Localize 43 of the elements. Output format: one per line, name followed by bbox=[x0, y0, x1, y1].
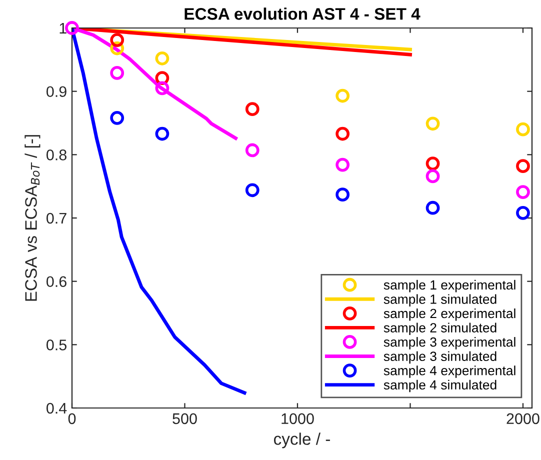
x-tick-label: 500 bbox=[172, 413, 197, 424]
point bbox=[110, 33, 124, 47]
y-tick-label: 0.9 bbox=[46, 86, 66, 98]
point bbox=[336, 126, 350, 141]
y-tick-label: 0.8 bbox=[46, 150, 66, 160]
point bbox=[426, 116, 440, 131]
legend-label: sample 1 simulated bbox=[384, 294, 496, 306]
y-axis-title: ECSA vs ECSA$_{BoT}$ / [-] bbox=[24, 135, 40, 301]
point bbox=[516, 206, 530, 220]
point bbox=[110, 110, 124, 125]
legend-label: sample 1 experimental bbox=[384, 280, 516, 292]
point bbox=[245, 183, 260, 198]
point bbox=[516, 159, 530, 174]
point bbox=[155, 81, 170, 96]
legend-label: sample 3 experimental bbox=[384, 337, 516, 350]
point bbox=[155, 126, 170, 141]
x-tick-label: 1000 bbox=[282, 413, 314, 424]
point bbox=[516, 122, 530, 136]
chart-title: ECSA evolution AST 4 - SET 4 bbox=[184, 8, 420, 20]
point bbox=[245, 102, 260, 116]
y-tick-label: 0.6 bbox=[46, 276, 66, 288]
point bbox=[516, 185, 530, 199]
point bbox=[426, 156, 440, 170]
y-tick-label: 0.7 bbox=[46, 212, 66, 224]
x-axis-title: cycle / - bbox=[274, 432, 330, 448]
legend-label: sample 3 simulated bbox=[384, 351, 496, 364]
point bbox=[426, 169, 440, 184]
legend-label: sample 4 simulated bbox=[384, 380, 496, 392]
point bbox=[155, 51, 170, 66]
legend-label: sample 2 simulated bbox=[384, 322, 496, 336]
point bbox=[426, 200, 440, 215]
point bbox=[65, 21, 79, 35]
x-tick-label: 2000 bbox=[506, 413, 540, 424]
y-tick-label: 0.4 bbox=[46, 402, 67, 414]
point bbox=[336, 158, 350, 172]
legend-label: sample 2 experimental bbox=[384, 308, 516, 321]
legend-label: sample 4 experimental bbox=[384, 366, 516, 378]
y-tick-label: 0.5 bbox=[46, 340, 66, 350]
point bbox=[336, 88, 350, 103]
point bbox=[110, 66, 124, 80]
point bbox=[245, 143, 260, 158]
point bbox=[336, 188, 350, 202]
x-tick-label: 0 bbox=[68, 413, 76, 424]
